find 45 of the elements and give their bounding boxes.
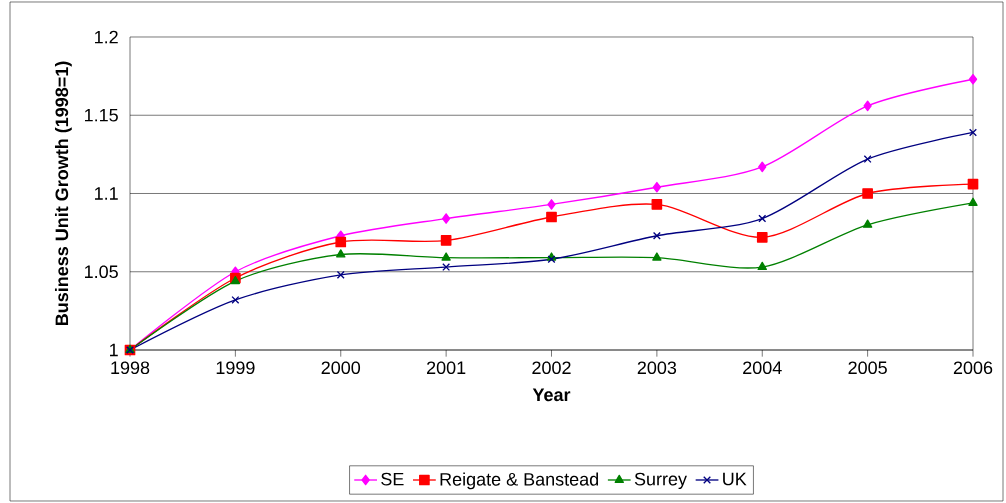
y-tick-label: 1.15 (85, 108, 118, 122)
y-axis-title: Business Unit Growth (1998=1) (54, 61, 72, 326)
point (547, 199, 556, 210)
x-tick-label: 2005 (848, 361, 887, 375)
legend-label: Reigate & Banstead (440, 472, 599, 490)
x-axis-title: Year (532, 388, 571, 402)
point (440, 235, 452, 246)
point (863, 100, 872, 112)
point (441, 252, 451, 261)
y-tick-label: 1 (110, 343, 118, 357)
legend-label: Surrey (634, 472, 687, 490)
point (652, 181, 662, 193)
point (758, 214, 767, 223)
point (336, 249, 346, 258)
point (862, 188, 873, 199)
point (862, 219, 873, 228)
point (652, 231, 661, 240)
x-tick-label: 2000 (321, 361, 361, 375)
point (758, 161, 767, 173)
point (757, 261, 767, 271)
x-tick-label: 1998 (111, 361, 150, 375)
point (652, 252, 662, 261)
point (968, 197, 978, 206)
y-tick-label: 1.1 (95, 187, 118, 200)
point (968, 73, 978, 85)
y-tick-label: 1.2 (95, 30, 118, 44)
legend-label: UK (723, 472, 747, 486)
x-tick-label: 1999 (216, 361, 255, 375)
legend-label: SE (381, 472, 404, 486)
point (335, 236, 347, 248)
x-tick-label: 2003 (637, 361, 677, 375)
point (441, 213, 451, 224)
point (442, 263, 451, 272)
point (336, 270, 345, 279)
x-tick-label: 2006 (953, 361, 993, 375)
y-tick-label: 1.05 (85, 265, 118, 279)
point (231, 295, 240, 304)
x-tick-label: 2001 (427, 361, 466, 375)
point (969, 128, 977, 137)
x-tick-label: 2002 (532, 361, 571, 375)
point (756, 231, 768, 243)
point (863, 155, 872, 164)
point (546, 211, 557, 223)
point (651, 199, 663, 210)
x-tick-label: 2004 (743, 361, 782, 375)
